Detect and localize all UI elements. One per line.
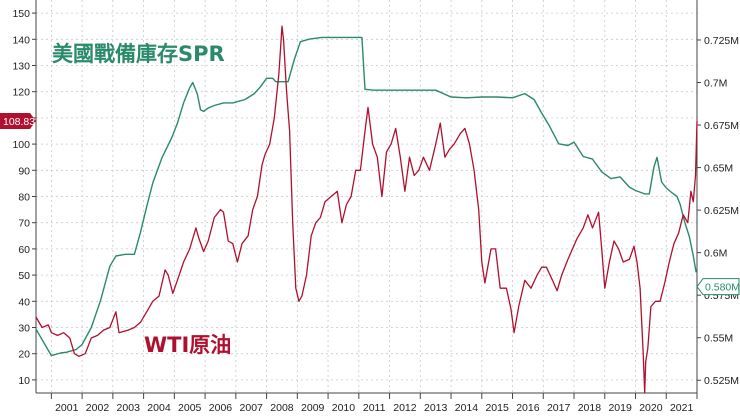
left-tick-label: 50 <box>18 270 30 282</box>
x-tick-label: 2020 <box>639 402 663 414</box>
x-tick-label: 2016 <box>516 402 540 414</box>
spr-series-label: 美國戰備庫存SPR <box>52 42 225 66</box>
right-tick-label: 0.65M <box>704 163 733 175</box>
x-tick-label: 2002 <box>86 402 110 414</box>
x-tick-label: 2010 <box>332 402 356 414</box>
x-tick-label: 2018 <box>578 402 602 414</box>
left-tick-label: 60 <box>18 244 30 256</box>
left-tick-label: 150 <box>12 8 30 20</box>
right-tick-label: 0.725M <box>704 35 739 47</box>
x-tick-label: 2003 <box>117 402 141 414</box>
spr-last-value-badge <box>696 278 740 296</box>
x-tick-label: 2008 <box>270 402 294 414</box>
x-tick-label: 2017 <box>547 402 571 414</box>
x-tick-label: 2015 <box>485 402 509 414</box>
left-tick-label: 80 <box>18 192 30 204</box>
left-tick-label: 130 <box>12 61 30 73</box>
right-tick-label: 0.55M <box>704 333 733 345</box>
left-tick-label: 70 <box>18 218 30 230</box>
spr-last-value-text: 0.580M <box>705 282 740 294</box>
x-tick-label: 2006 <box>209 402 233 414</box>
x-tick-label: 2001 <box>55 402 79 414</box>
right-tick-label: 0.675M <box>704 120 739 132</box>
x-tick-label: 2021 <box>670 402 694 414</box>
left-tick-label: 10 <box>18 375 30 387</box>
label-layer: 美國戰備庫存SPR WTI原油 <box>52 42 231 357</box>
wti-series-label: WTI原油 <box>144 333 231 357</box>
badge-layer: 108.83 0.580M <box>0 112 740 296</box>
right-tick-label: 0.525M <box>704 375 739 387</box>
left-tick-label: 30 <box>18 323 30 335</box>
left-tick-label: 20 <box>18 349 30 361</box>
wti-last-value-text: 108.83 <box>3 116 35 128</box>
spr-inventory-line <box>35 36 697 357</box>
left-tick-label: 100 <box>12 139 30 151</box>
right-tick-label: 0.7M <box>704 78 727 90</box>
x-tick-label: 2005 <box>178 402 202 414</box>
x-tick-label: 2014 <box>455 402 479 414</box>
x-tick-label: 2007 <box>240 402 264 414</box>
left-tick-label: 140 <box>12 34 30 46</box>
x-tick-label: 2012 <box>393 402 417 414</box>
wti-last-value-badge <box>0 112 36 129</box>
x-tick-label: 2004 <box>147 402 171 414</box>
wti-price-line <box>35 25 698 394</box>
x-tick-label: 2019 <box>608 402 632 414</box>
series-layer <box>35 25 698 394</box>
left-tick-label: 90 <box>18 165 30 177</box>
right-tick-label: 0.6M <box>704 248 727 260</box>
x-tick-label: 2011 <box>363 402 386 414</box>
x-tick-label: 2013 <box>424 402 448 414</box>
left-tick-label: 40 <box>18 296 30 308</box>
left-tick-label: 120 <box>12 87 30 99</box>
x-tick-label: 2009 <box>301 402 325 414</box>
right-tick-label: 0.625M <box>704 205 739 217</box>
